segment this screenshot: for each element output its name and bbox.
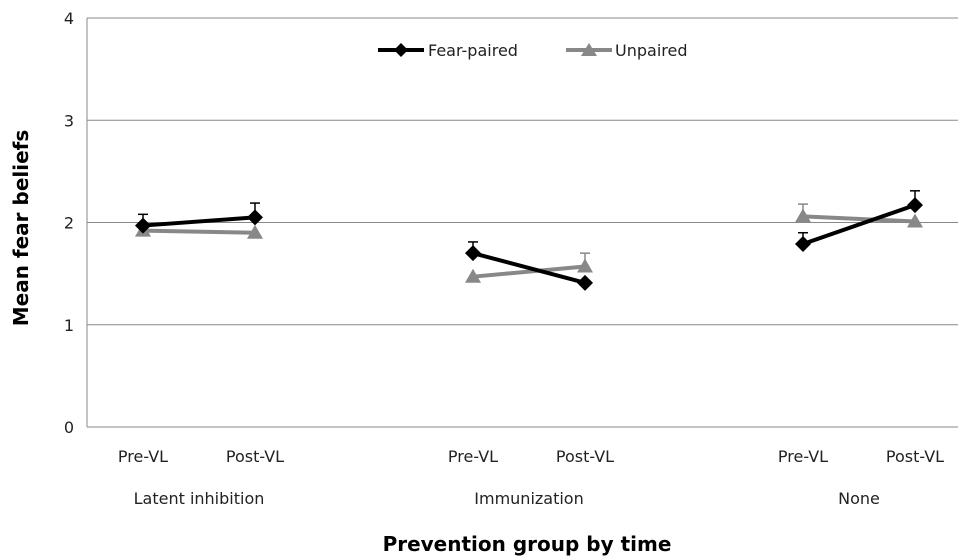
series-unpaired <box>135 203 923 283</box>
x-group-label: None <box>838 489 880 508</box>
legend-item-fear-paired: Fear-paired <box>378 41 518 60</box>
x-tick-label: Pre-VL <box>118 447 168 466</box>
data-point-unpaired <box>465 268 481 283</box>
x-axis-title: Prevention group by time <box>383 532 672 556</box>
legend-unpaired-label: Unpaired <box>615 41 687 60</box>
legend-fear-paired-label: Fear-paired <box>428 41 518 60</box>
y-tick-label: 4 <box>64 9 74 28</box>
legend: Fear-paired Unpaired <box>378 41 687 60</box>
x-group-label: Latent inhibition <box>134 489 265 508</box>
y-tick-label: 3 <box>64 111 74 130</box>
series-line-unpaired <box>142 228 256 235</box>
data-point-fear-paired <box>247 209 263 226</box>
data-point-fear-paired <box>465 245 481 262</box>
y-tick-label: 2 <box>64 214 74 233</box>
y-tick-label: 0 <box>64 418 74 437</box>
series-line-fear-paired <box>142 215 256 228</box>
data-point-fear-paired <box>577 274 593 291</box>
x-axis-group-labels: Latent inhibition Immunization None <box>134 489 880 508</box>
y-axis-ticks: 0 1 2 3 4 <box>64 9 74 437</box>
legend-item-unpaired: Unpaired <box>566 41 687 60</box>
x-tick-label: Post-VL <box>556 447 614 466</box>
data-point-unpaired <box>907 213 923 228</box>
x-tick-label: Post-VL <box>226 447 284 466</box>
x-tick-label: Pre-VL <box>448 447 498 466</box>
x-group-label: Immunization <box>474 489 583 508</box>
data-point-unpaired <box>795 208 811 223</box>
y-axis-title: Mean fear beliefs <box>9 130 33 327</box>
series-layer <box>135 190 923 291</box>
data-point-fear-paired <box>135 217 151 234</box>
series-line-fear-paired <box>472 251 586 285</box>
data-point-fear-paired <box>795 235 811 252</box>
x-tick-label: Pre-VL <box>778 447 828 466</box>
series-fear-paired <box>135 190 923 291</box>
x-axis-tick-labels: Pre-VL Post-VL Pre-VL Post-VL Pre-VL Post-VL <box>118 447 944 466</box>
data-point-fear-paired <box>907 197 923 214</box>
x-tick-label: Post-VL <box>886 447 944 466</box>
legend-unpaired-marker <box>581 43 597 56</box>
data-point-unpaired <box>577 258 593 273</box>
y-tick-label: 1 <box>64 316 74 335</box>
gridlines <box>87 17 958 326</box>
series-line-fear-paired <box>802 203 916 246</box>
series-line-unpaired <box>472 264 586 279</box>
legend-fear-paired-marker <box>394 43 408 57</box>
series-line-unpaired <box>802 214 916 224</box>
data-point-unpaired <box>247 224 263 239</box>
